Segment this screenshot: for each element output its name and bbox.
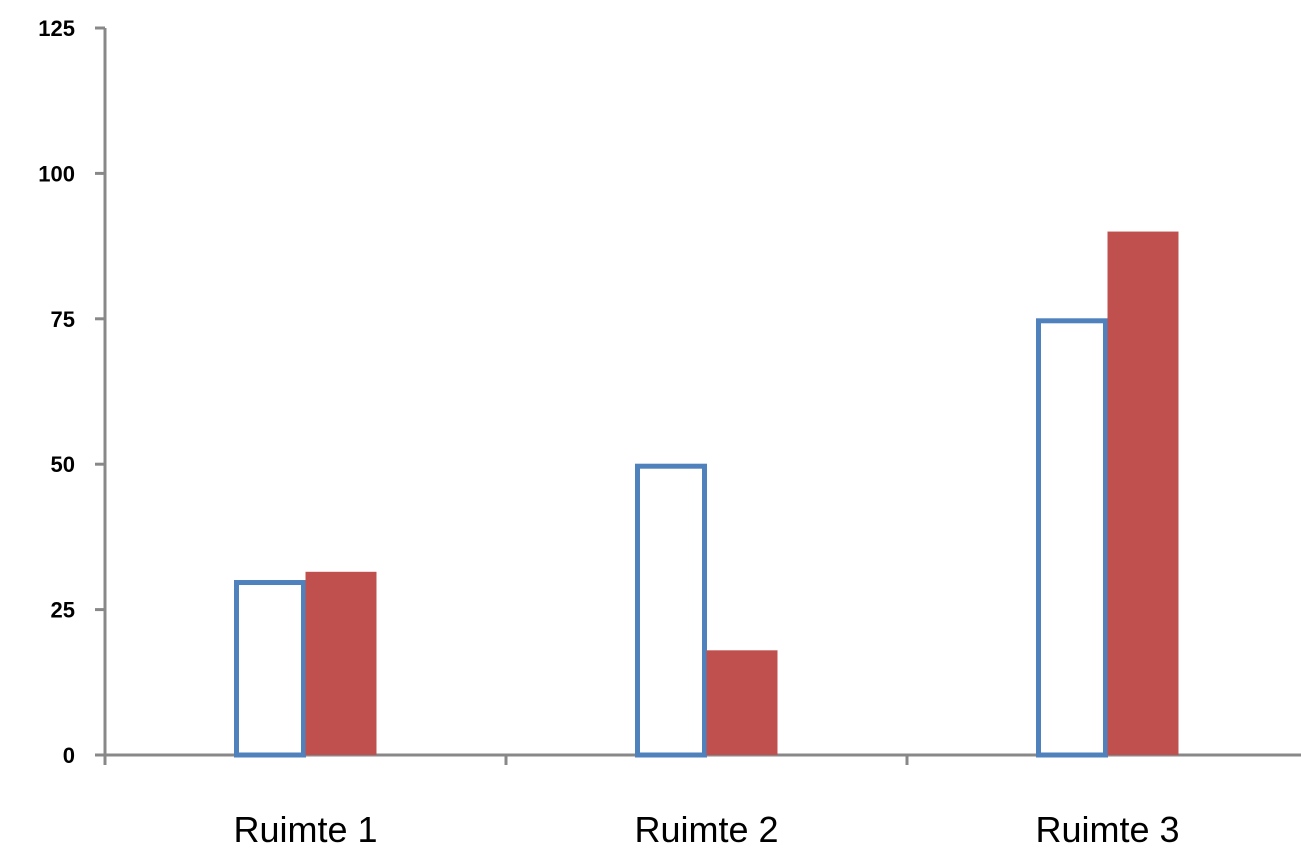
y-tick-label: 125: [38, 16, 75, 41]
x-tick-label: Ruimte 1: [233, 809, 377, 850]
bar-series-1: [635, 463, 707, 758]
bar-series-2: [1107, 231, 1179, 755]
y-tick-label: 100: [38, 161, 75, 186]
x-tick-label: Ruimte 2: [634, 809, 778, 850]
bar-series-2: [305, 571, 377, 755]
bar-series-1: [234, 580, 306, 758]
y-tick-label: 50: [51, 452, 75, 477]
y-tick-label: 75: [51, 307, 75, 332]
bar-series-1: [1036, 318, 1108, 758]
y-tick-label: 25: [51, 598, 75, 623]
bars: [234, 231, 1179, 758]
x-axis: Ruimte 1 Ruimte 2 Ruimte 3: [95, 753, 1301, 850]
bar-series-2: [706, 650, 778, 755]
y-axis: 0 25 50 75 100 125: [38, 16, 107, 768]
y-tick-label: 0: [63, 743, 75, 768]
x-tick-label: Ruimte 3: [1035, 809, 1179, 850]
